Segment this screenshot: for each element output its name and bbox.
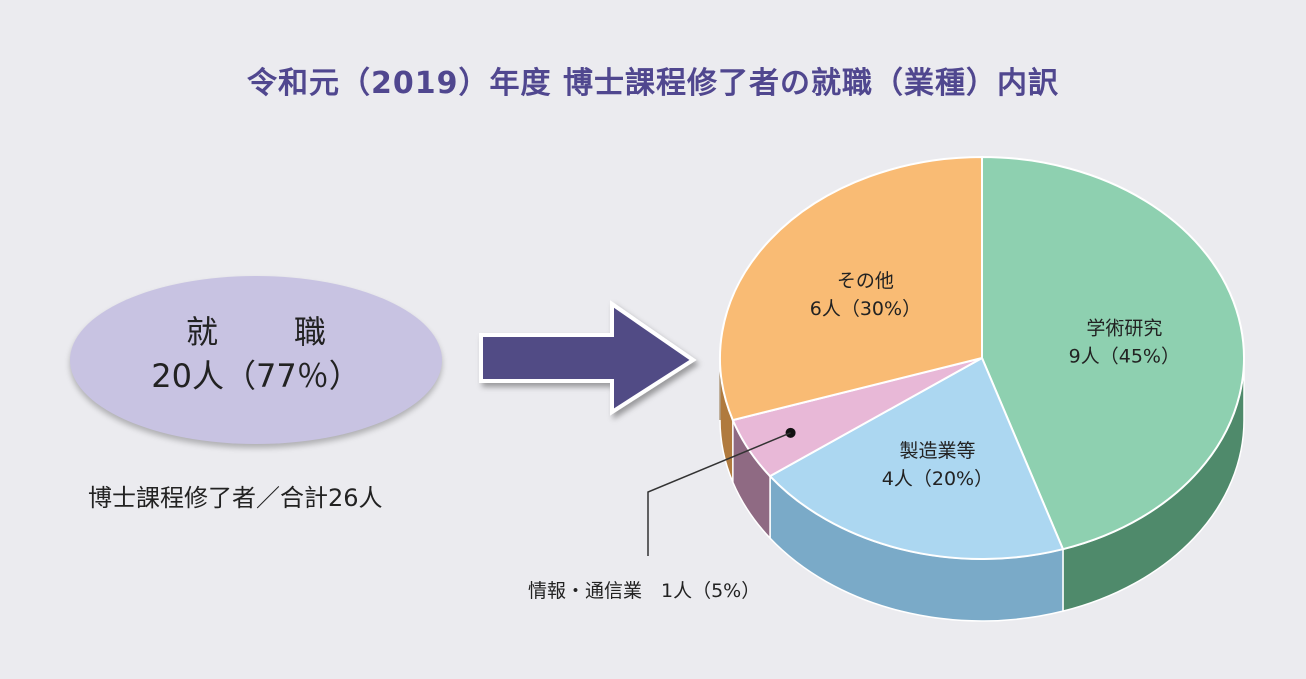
- slice-0-value-label: 9人（45%）: [1069, 346, 1180, 368]
- slice-3-name-label: その他: [837, 270, 894, 292]
- pie-side-walls: [719, 357, 1245, 622]
- employment-ellipse: [70, 276, 442, 444]
- callout-leader-line: [647, 432, 791, 556]
- total-caption: 博士課程修了者／合計26人: [88, 484, 383, 512]
- slice-0: [981, 155, 1245, 551]
- employment-value: 20人（77％）: [151, 357, 361, 395]
- slice-0-name-label: 学術研究: [1086, 318, 1162, 340]
- pie-slices: [719, 155, 1245, 560]
- slice-1-value-label: 4人（20%）: [882, 468, 993, 490]
- pie-callout: 情報・通信業 1人（5%）: [528, 427, 796, 602]
- callout-label: 情報・通信業 1人（5%）: [528, 580, 760, 602]
- employment-label: 就 職: [185, 313, 348, 351]
- chart-title: 令和元（2019）年度 博士課程修了者の就職（業種）内訳: [247, 66, 1059, 101]
- pie-labels: 学術研究 9人（45%） 製造業等 4人（20%） その他 6人（30%）: [810, 270, 1180, 490]
- employment-summary: 就 職 20人（77％）: [70, 310, 442, 398]
- slice-3: [719, 155, 983, 422]
- slice-1: [768, 356, 1065, 560]
- slice-1-name-label: 製造業等: [899, 440, 975, 462]
- slice-3-value-label: 6人（30%）: [810, 298, 921, 320]
- right-arrow-icon: [479, 300, 697, 416]
